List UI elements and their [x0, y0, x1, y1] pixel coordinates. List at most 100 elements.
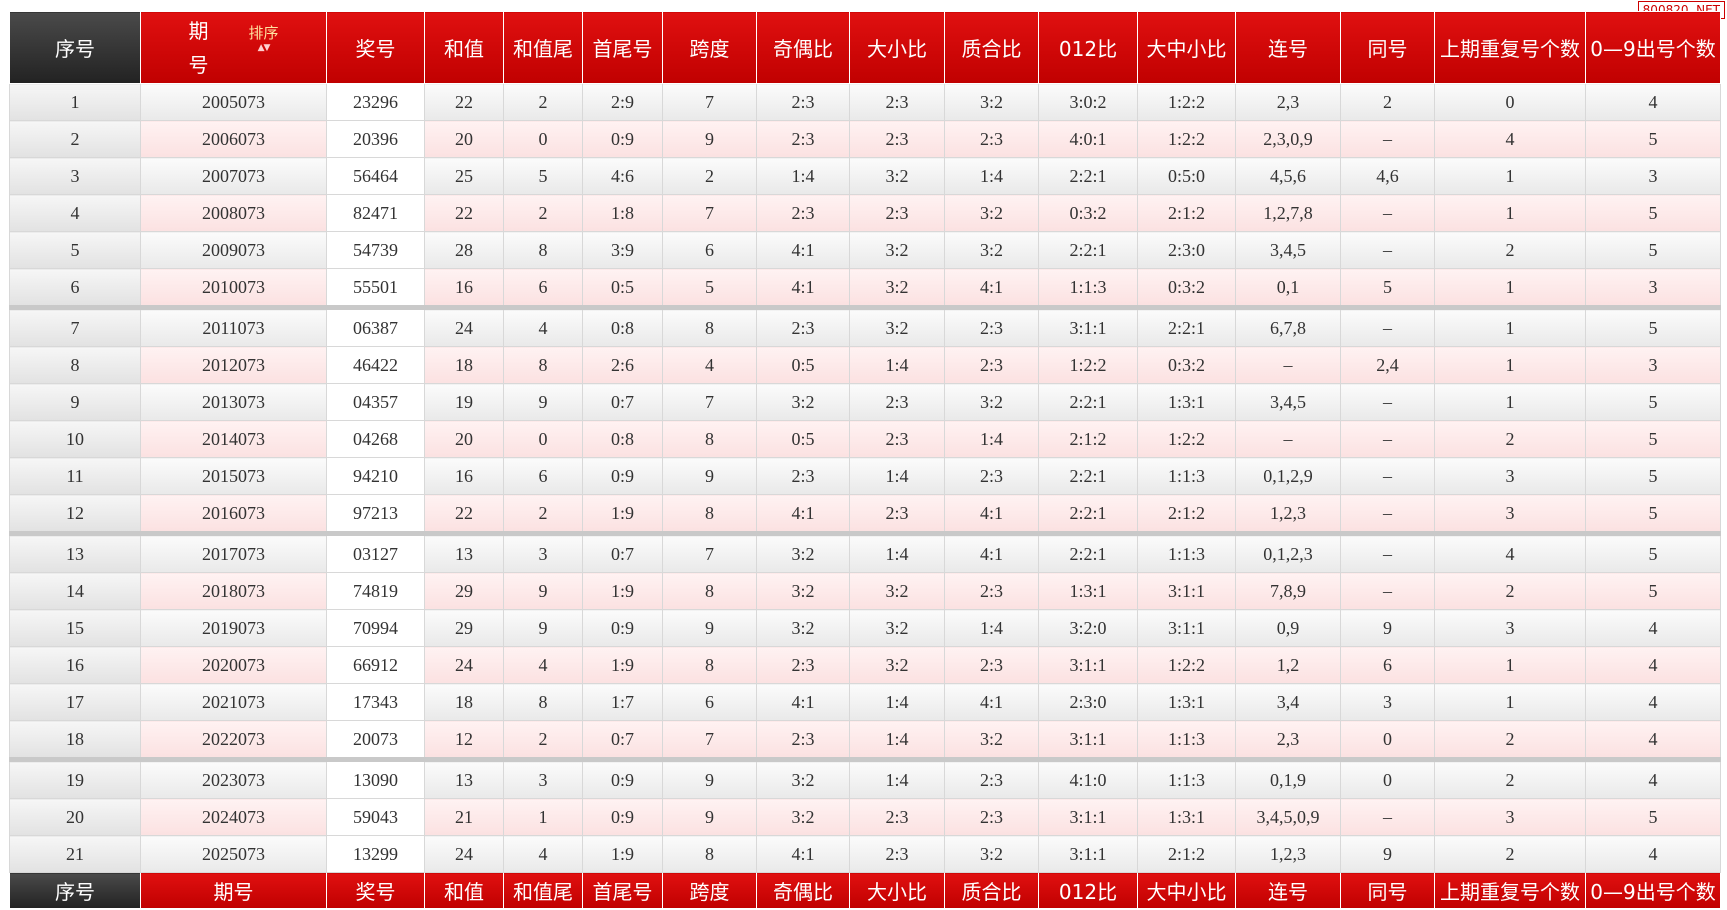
table-cell: 9 [503, 609, 583, 647]
column-header: 质合比 [944, 11, 1039, 84]
table-cell: 1:4 [944, 420, 1039, 458]
table-cell: 4 [662, 346, 757, 384]
table-cell: 1:3:1 [1038, 572, 1138, 610]
table-cell: 2007073 [140, 157, 327, 195]
table-cell: 3 [503, 531, 583, 573]
table-cell: 2:3 [944, 457, 1039, 495]
table-cell: 18 [9, 720, 141, 760]
table-cell: 2 [662, 157, 757, 195]
table-cell: 8 [503, 683, 583, 721]
table-cell: 8 [662, 494, 757, 534]
table-cell: 2:3 [944, 305, 1039, 347]
table-cell: 3:2 [849, 268, 945, 308]
table-cell: 1:1:3 [1137, 531, 1236, 573]
table-cell: 55501 [326, 268, 425, 308]
table-cell: 1:2:2 [1137, 120, 1236, 158]
table-cell: 0:3:2 [1038, 194, 1138, 232]
footer-row: 序号 期号 奖号 和值 和值尾 首尾号 跨度 奇偶比 大小比 质合比 012比 大中小比 连号 同号 上期重… [9, 872, 1721, 909]
table-cell: 2006073 [140, 120, 327, 158]
table-cell: 2:3:0 [1038, 683, 1138, 721]
table-cell: 8 [662, 420, 757, 458]
table-cell: 29 [424, 572, 504, 610]
table-cell: 4 [1585, 757, 1721, 799]
table-cell: 2:2:1 [1038, 231, 1138, 269]
table-cell: 4:1 [756, 683, 850, 721]
column-header: 大小比 [849, 11, 945, 84]
table-cell: 3 [1434, 798, 1586, 836]
table-cell: 6 [503, 457, 583, 495]
table-cell: 2:3 [944, 798, 1039, 836]
table-cell: 1 [1434, 194, 1586, 232]
table-cell: 9 [662, 798, 757, 836]
column-header: 序号 [9, 11, 141, 84]
table-cell: 5 [1585, 231, 1721, 269]
sort-button[interactable]: 排序 [248, 22, 278, 53]
table-cell: 1:4 [849, 757, 945, 799]
table-cell: 2:3 [849, 420, 945, 458]
footer-cell: 质合比 [944, 872, 1039, 909]
table-cell: 9 [662, 757, 757, 799]
table-cell: 3,4,5,0,9 [1235, 798, 1341, 836]
table-cell: 0:9 [582, 120, 663, 158]
table-cell: 2:3 [849, 194, 945, 232]
table-cell: 0,1,2,9 [1235, 457, 1341, 495]
table-cell: 0:9 [582, 798, 663, 836]
footer-cell: 和值尾 [503, 872, 583, 909]
table-cell: 16 [424, 268, 504, 308]
table-cell: 1:1:3 [1137, 757, 1236, 799]
table-cell: 17 [9, 683, 141, 721]
table-cell: 7 [662, 383, 757, 421]
footer-cell: 连号 [1235, 872, 1341, 909]
table-cell: 1 [1434, 305, 1586, 347]
table-cell: 4 [1585, 609, 1721, 647]
table-cell: 54739 [326, 231, 425, 269]
table-cell: – [1235, 420, 1341, 458]
table-cell: 82471 [326, 194, 425, 232]
table-row: 17 2021073 17343 18 8 1:7 6 4:1 1:4 4:1 2:3:0 1:3:1… [9, 683, 1721, 721]
table-cell: 1 [1434, 346, 1586, 384]
table-cell: 0:5 [582, 268, 663, 308]
table-cell: 2 [1434, 720, 1586, 760]
table-cell: 18 [424, 683, 504, 721]
table-cell: 1:4 [849, 531, 945, 573]
table-cell: 74819 [326, 572, 425, 610]
table-cell: 0,1,9 [1235, 757, 1341, 799]
table-cell: 2:3 [944, 757, 1039, 799]
table-row: 11 2015073 94210 16 6 0:9 9 2:3 1:4 2:3 2:2:1 1:1:3… [9, 457, 1721, 495]
table-cell: 66912 [326, 646, 425, 684]
table-cell: 2:2:1 [1038, 457, 1138, 495]
table-cell: 3:2 [756, 383, 850, 421]
table-cell: 5 [662, 268, 757, 308]
table-cell: 2019073 [140, 609, 327, 647]
column-header: 同号 [1340, 11, 1435, 84]
column-header: 跨度 [662, 11, 757, 84]
table-cell: 7 [662, 531, 757, 573]
table-cell: 56464 [326, 157, 425, 195]
table-cell: 8 [662, 572, 757, 610]
table-cell: 9 [662, 609, 757, 647]
table-cell: 1 [503, 798, 583, 836]
table-cell: 1:9 [582, 572, 663, 610]
table-row: 2 2006073 20396 20 0 0:9 9 2:3 2:3 2:3 4:0:1 1:2:2 2… [9, 120, 1721, 158]
table-cell: 3:2 [944, 383, 1039, 421]
table-cell: 2:2:1 [1038, 531, 1138, 573]
table-cell: 3:1:1 [1038, 305, 1138, 347]
table-cell: 04268 [326, 420, 425, 458]
table-cell: 2023073 [140, 757, 327, 799]
table-cell: 8 [662, 305, 757, 347]
table-cell: 0:5:0 [1137, 157, 1236, 195]
table-cell: 3:1:1 [1038, 646, 1138, 684]
column-header: 奖号 [326, 11, 425, 84]
table-cell: 7 [9, 305, 141, 347]
table-cell: 0 [1340, 720, 1435, 760]
table-cell: 2:3 [944, 120, 1039, 158]
table-cell: 16 [9, 646, 141, 684]
table-cell: 9 [1340, 609, 1435, 647]
table-row: 18 2022073 20073 12 2 0:7 7 2:3 1:4 3:2 3:1:1 1:1:3… [9, 720, 1721, 760]
table-cell: 22 [424, 494, 504, 534]
table-cell: – [1340, 531, 1435, 573]
table-cell: 4 [503, 305, 583, 347]
lottery-table: 序号期号排序奖号和值和值尾首尾号跨度奇偶比大小比质合比012比大中小比连号同号上… [9, 11, 1721, 909]
table-cell: 2,3,0,9 [1235, 120, 1341, 158]
table-cell: 2 [503, 720, 583, 760]
